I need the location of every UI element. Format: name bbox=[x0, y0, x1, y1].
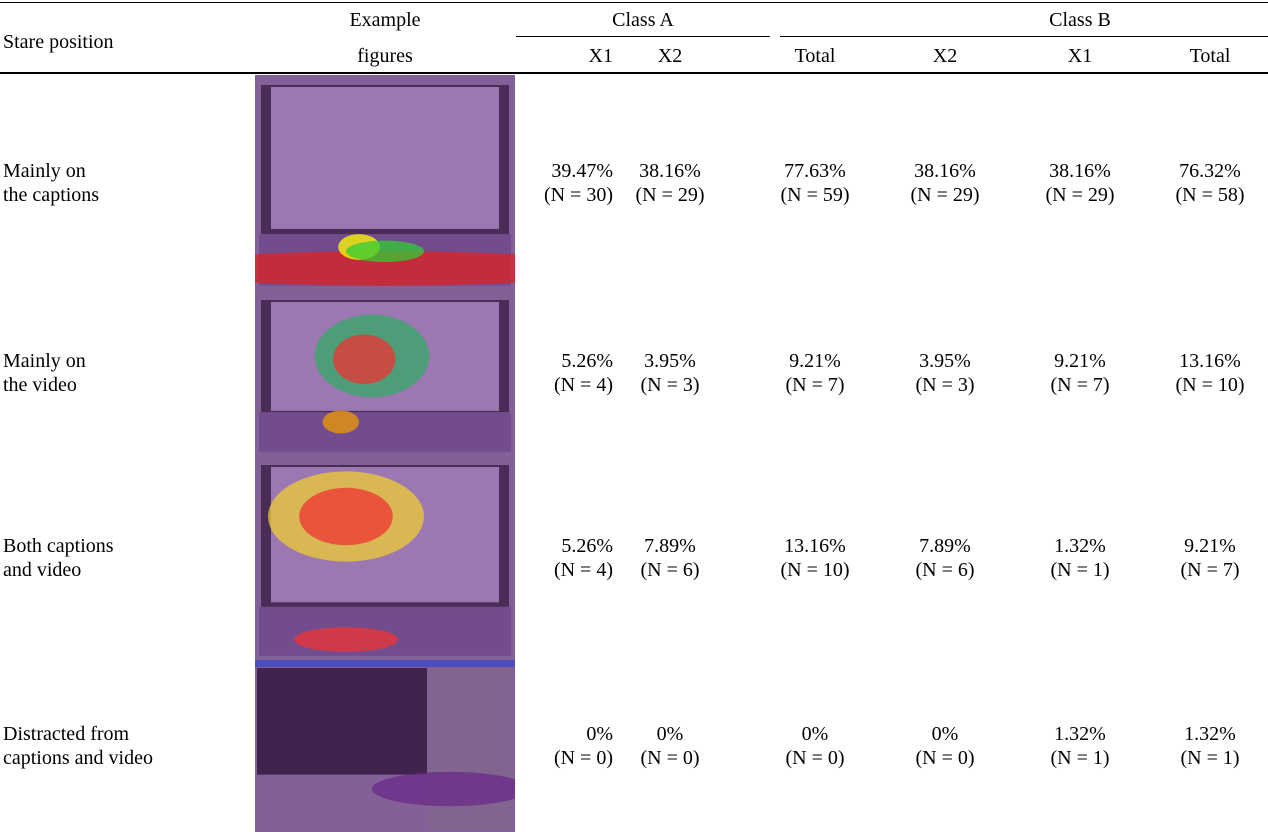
cell: (N = 1) bbox=[1180, 746, 1239, 770]
cell: (N = 1) bbox=[1050, 558, 1109, 582]
cell: 13.16% bbox=[1179, 349, 1241, 373]
cell: (N = 0) bbox=[915, 746, 974, 770]
header-class: Class A bbox=[612, 8, 674, 32]
cell: 3.95% bbox=[644, 349, 696, 373]
column-header: X1 bbox=[1068, 44, 1092, 68]
cell: 77.63% bbox=[784, 159, 846, 183]
cell: (N = 58) bbox=[1175, 183, 1244, 207]
cell: (N = 0) bbox=[785, 746, 844, 770]
row-label: Mainly on bbox=[3, 159, 86, 183]
cell: (N = 7) bbox=[1050, 373, 1109, 397]
cell: 38.16% bbox=[914, 159, 976, 183]
cell: 9.21% bbox=[789, 349, 841, 373]
cell: 13.16% bbox=[784, 534, 846, 558]
header-example: figures bbox=[357, 44, 413, 68]
row-label: and video bbox=[3, 558, 81, 582]
cell: (N = 29) bbox=[635, 183, 704, 207]
cell: (N = 6) bbox=[640, 558, 699, 582]
cell: 1.32% bbox=[1054, 534, 1106, 558]
cell: (N = 4) bbox=[554, 558, 613, 582]
cell: 1.32% bbox=[1184, 722, 1236, 746]
row-label: the video bbox=[3, 373, 77, 397]
cell: (N = 29) bbox=[1045, 183, 1114, 207]
cell: (N = 7) bbox=[785, 373, 844, 397]
row-label: Mainly on bbox=[3, 349, 86, 373]
table-page: Stare position Example figures Class A C… bbox=[0, 0, 1268, 832]
cell: 0% bbox=[932, 722, 959, 746]
cell: 0% bbox=[586, 722, 613, 746]
cell: (N = 4) bbox=[554, 373, 613, 397]
header-example: Example bbox=[349, 8, 420, 32]
header-rule bbox=[0, 72, 1268, 74]
example-figure bbox=[255, 290, 515, 455]
cell: (N = 29) bbox=[910, 183, 979, 207]
cell: 0% bbox=[802, 722, 829, 746]
cell: 0% bbox=[657, 722, 684, 746]
column-header: Total bbox=[1190, 44, 1231, 68]
cell: (N = 30) bbox=[544, 183, 613, 207]
header-stare: Stare position bbox=[3, 30, 114, 54]
example-figure bbox=[255, 75, 515, 290]
row-label: captions and video bbox=[3, 746, 153, 770]
cell: (N = 10) bbox=[1175, 373, 1244, 397]
example-figure bbox=[255, 455, 515, 660]
class-rule bbox=[780, 36, 1268, 37]
row-label: Both captions bbox=[3, 534, 114, 558]
header-class: Class B bbox=[1049, 8, 1111, 32]
cell: (N = 6) bbox=[915, 558, 974, 582]
cell: 5.26% bbox=[561, 534, 613, 558]
cell: 9.21% bbox=[1184, 534, 1236, 558]
cell: (N = 59) bbox=[780, 183, 849, 207]
example-figure bbox=[255, 660, 515, 832]
cell: 1.32% bbox=[1054, 722, 1106, 746]
cell: (N = 10) bbox=[780, 558, 849, 582]
cell: 3.95% bbox=[919, 349, 971, 373]
cell: (N = 0) bbox=[640, 746, 699, 770]
column-header: Total bbox=[795, 44, 836, 68]
cell: 7.89% bbox=[644, 534, 696, 558]
column-header: X2 bbox=[658, 44, 682, 68]
class-rule bbox=[516, 36, 770, 37]
row-label: Distracted from bbox=[3, 722, 129, 746]
cell: 39.47% bbox=[551, 159, 613, 183]
cell: 5.26% bbox=[561, 349, 613, 373]
column-header: X2 bbox=[933, 44, 957, 68]
cell: (N = 3) bbox=[640, 373, 699, 397]
row-label: the captions bbox=[3, 183, 99, 207]
cell: 76.32% bbox=[1179, 159, 1241, 183]
cell: 38.16% bbox=[1049, 159, 1111, 183]
top-rule bbox=[0, 2, 1268, 3]
cell: (N = 1) bbox=[1050, 746, 1109, 770]
column-header: X1 bbox=[589, 44, 613, 68]
cell: (N = 7) bbox=[1180, 558, 1239, 582]
cell: 38.16% bbox=[639, 159, 701, 183]
cell: 7.89% bbox=[919, 534, 971, 558]
cell: (N = 3) bbox=[915, 373, 974, 397]
cell: 9.21% bbox=[1054, 349, 1106, 373]
cell: (N = 0) bbox=[554, 746, 613, 770]
